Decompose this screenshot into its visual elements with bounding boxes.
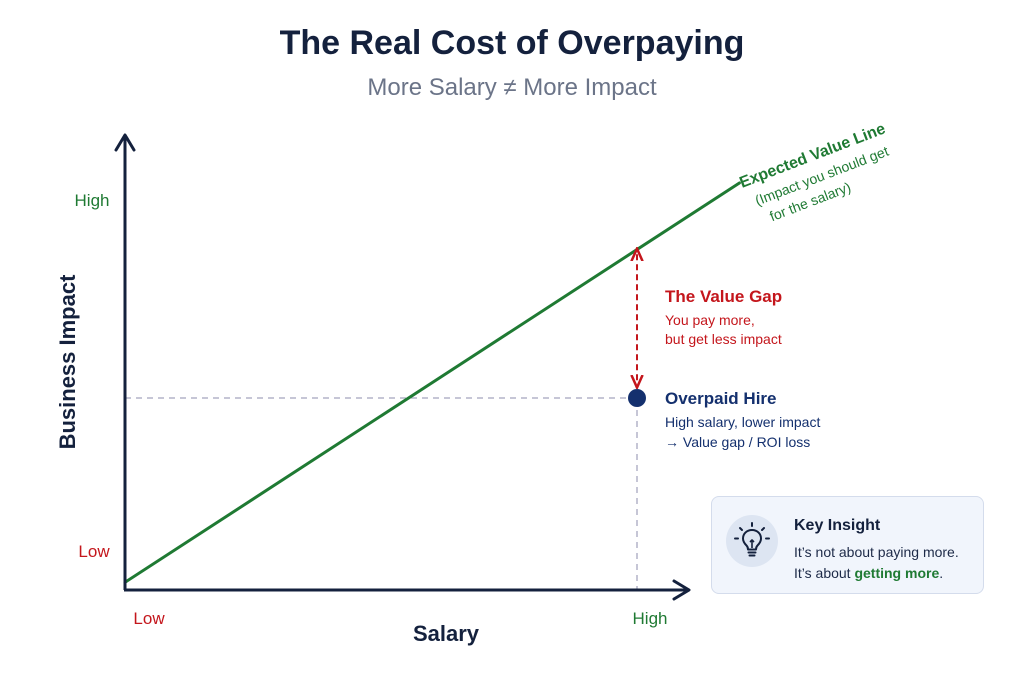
value-gap-note-1: You pay more,: [665, 312, 755, 328]
key-insight-title: Key Insight: [794, 517, 881, 534]
key-insight-line-2-suffix: .: [939, 565, 944, 581]
y-axis-label: Business Impact: [55, 274, 80, 450]
y-tick-low: Low: [78, 542, 110, 561]
key-insight-line-2: It’s about getting more.: [794, 565, 943, 581]
y-axis: [114, 133, 136, 590]
lightbulb-icon: [726, 515, 778, 567]
expected-line-annotation: Expected Value Line (Impact you should g…: [737, 120, 890, 224]
overpaid-hire-note-1: High salary, lower impact: [665, 414, 820, 430]
chart-title: The Real Cost of Overpaying: [279, 24, 745, 62]
key-insight-line-2-prefix: It’s about: [794, 565, 855, 581]
overpaid-hire-note-2: → Value gap / ROI loss: [665, 434, 810, 450]
x-axis: [124, 579, 691, 601]
key-insight-card: Key Insight It’s not about paying more. …: [711, 496, 984, 594]
x-tick-high: High: [633, 609, 668, 628]
key-insight-line-1: It’s not about paying more.: [794, 544, 959, 560]
x-tick-low: Low: [133, 609, 165, 628]
expected-value-line: [123, 181, 741, 584]
chart-subtitle: More Salary ≠ More Impact: [367, 74, 657, 101]
value-gap-title: The Value Gap: [665, 287, 782, 306]
overpaid-hire-title: Overpaid Hire: [665, 389, 777, 408]
key-insight-highlight: getting more: [854, 565, 940, 581]
overpaid-hire-point: [628, 389, 646, 407]
y-tick-high: High: [75, 191, 110, 210]
value-gap-note-2: but get less impact: [665, 331, 782, 347]
x-axis-label: Salary: [413, 621, 480, 646]
